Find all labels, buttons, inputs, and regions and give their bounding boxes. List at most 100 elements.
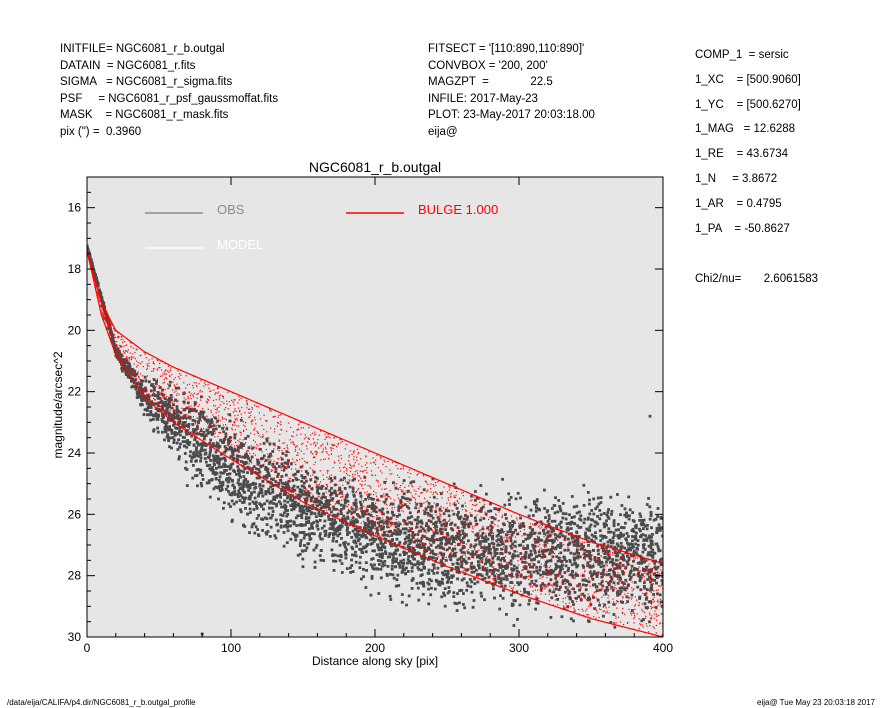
bulge-point xyxy=(537,545,539,547)
bulge-point xyxy=(594,596,596,598)
obs-point xyxy=(154,407,158,410)
obs-point xyxy=(456,566,460,569)
obs-point xyxy=(599,582,603,586)
obs-point xyxy=(511,523,514,527)
bulge-point xyxy=(245,400,247,402)
obs-point xyxy=(173,412,177,416)
bulge-point xyxy=(430,491,432,493)
obs-point xyxy=(133,369,137,373)
obs-point xyxy=(376,567,380,571)
bulge-point xyxy=(165,414,167,416)
obs-point xyxy=(553,539,556,543)
obs-point xyxy=(561,516,565,520)
obs-point xyxy=(131,377,135,381)
obs-point xyxy=(528,599,531,602)
obs-point xyxy=(308,534,311,538)
bulge-point xyxy=(434,541,436,543)
obs-point xyxy=(254,525,258,529)
obs-point xyxy=(376,498,379,502)
obs-point xyxy=(450,576,454,579)
obs-point xyxy=(193,438,197,441)
obs-point xyxy=(324,529,328,533)
bulge-point xyxy=(159,405,162,407)
obs-point xyxy=(216,460,219,464)
obs-point xyxy=(559,585,562,589)
bulge-point xyxy=(630,611,632,613)
bulge-point xyxy=(137,381,139,383)
obs-point xyxy=(167,439,170,442)
obs-point xyxy=(620,545,624,549)
bulge-point xyxy=(602,579,604,581)
obs-point xyxy=(568,590,572,594)
bulge-point xyxy=(306,488,308,490)
obs-point xyxy=(346,511,350,515)
obs-point xyxy=(282,511,286,515)
bulge-point xyxy=(601,569,603,571)
obs-point xyxy=(609,545,613,548)
bulge-point xyxy=(402,465,404,468)
obs-point xyxy=(356,530,359,534)
obs-point xyxy=(441,536,445,540)
obs-point xyxy=(584,533,587,537)
obs-point xyxy=(621,557,625,561)
obs-point xyxy=(439,551,443,555)
obs-point xyxy=(493,574,496,578)
obs-point xyxy=(372,504,375,507)
obs-point xyxy=(304,501,308,504)
bulge-point xyxy=(346,469,348,472)
obs-point xyxy=(500,584,504,588)
obs-point xyxy=(613,567,616,570)
obs-point xyxy=(153,386,156,390)
bulge-point xyxy=(166,408,169,410)
obs-point xyxy=(295,524,298,527)
obs-point xyxy=(296,514,300,518)
obs-point xyxy=(576,524,579,528)
obs-point xyxy=(401,496,405,500)
obs-point xyxy=(249,511,252,514)
bulge-point xyxy=(493,519,495,521)
bulge-point xyxy=(418,531,420,533)
obs-point xyxy=(172,438,176,442)
obs-point xyxy=(149,418,152,422)
obs-point xyxy=(571,574,575,578)
obs-point xyxy=(306,542,310,546)
obs-point xyxy=(351,570,355,573)
obs-point xyxy=(446,532,449,535)
obs-point xyxy=(265,437,269,441)
bulge-point xyxy=(413,489,415,491)
obs-point xyxy=(406,536,409,539)
bulge-point xyxy=(425,532,427,534)
obs-point xyxy=(174,398,177,402)
obs-point xyxy=(566,605,570,608)
obs-point xyxy=(559,567,563,571)
bulge-point xyxy=(229,404,231,407)
obs-point xyxy=(216,455,220,458)
obs-point xyxy=(554,563,558,566)
obs-point xyxy=(651,556,655,559)
obs-point xyxy=(544,516,547,519)
obs-point xyxy=(350,564,354,567)
obs-point xyxy=(146,409,149,412)
obs-point xyxy=(317,510,321,514)
obs-point xyxy=(465,581,469,585)
obs-point xyxy=(575,597,578,600)
bulge-point xyxy=(152,370,155,372)
obs-point xyxy=(559,509,563,513)
obs-point xyxy=(177,457,181,461)
obs-point xyxy=(172,441,176,444)
obs-point xyxy=(302,523,306,527)
bulge-point xyxy=(426,500,429,502)
obs-point xyxy=(439,538,443,542)
obs-point xyxy=(431,535,434,538)
header-line: INFILE: 2017-May-23 xyxy=(428,92,538,105)
bulge-point xyxy=(426,546,429,548)
bulge-point xyxy=(397,488,399,490)
bulge-point xyxy=(144,388,146,390)
obs-point xyxy=(599,565,603,569)
bulge-point xyxy=(212,399,214,402)
obs-point xyxy=(485,568,489,572)
obs-point xyxy=(416,562,420,565)
obs-point xyxy=(193,419,197,423)
obs-point xyxy=(384,550,387,554)
bulge-point xyxy=(292,443,295,445)
